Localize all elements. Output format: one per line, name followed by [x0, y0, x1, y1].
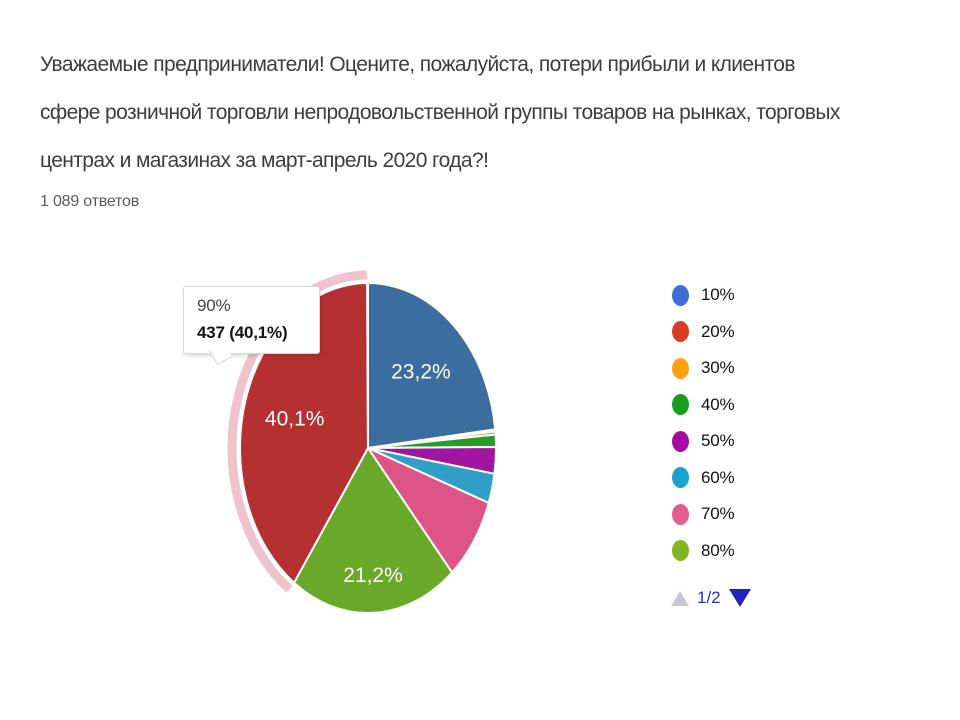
legend-item-30-percent: 30% — [672, 350, 735, 387]
legend-item-70-percent: 70% — [672, 496, 735, 533]
question-title-line-1: Уважаемые предприниматели! Оцените, пожа… — [40, 53, 796, 76]
pie-chart-area: 23,2% 21,2% 40,1% 90% 437 (40,1%) 10% 20% 30… — [0, 240, 960, 670]
legend-color-dot — [672, 321, 689, 343]
question-title-line-2: сфере розничной торговли непродовольстве… — [40, 101, 840, 124]
legend-next-button[interactable] — [728, 589, 751, 607]
pie-chart-svg: 23,2% 21,2% 40,1% — [227, 270, 498, 614]
tooltip-value-label: 437 (40,1%) — [197, 323, 288, 342]
pie-slice-80-percent[interactable] — [293, 447, 454, 614]
chart-tooltip: 90% 437 (40,1%) — [183, 286, 320, 366]
question-title: Уважаемые предприниматели! Оцените, пожа… — [40, 41, 940, 185]
pie-slice-10-percent[interactable] — [367, 282, 497, 449]
pie-slice-100-percent[interactable] — [366, 281, 369, 449]
legend-item-label: 60% — [701, 467, 735, 487]
legend-item-60-percent: 60% — [672, 460, 735, 497]
legend-color-dot — [672, 503, 689, 525]
legend-color-dot — [672, 430, 689, 452]
legend-prev-button[interactable] — [671, 590, 689, 606]
legend-item-label: 80% — [701, 540, 735, 560]
legend-color-dot — [672, 540, 689, 562]
legend-item-label: 70% — [701, 504, 735, 524]
legend-page-indicator: 1/2 — [697, 588, 721, 607]
legend-item-label: 10% — [701, 285, 735, 305]
responses-count: 1 089 ответов — [40, 193, 139, 210]
legend-item-label: 30% — [701, 358, 735, 378]
slice-percent-label: 21,2% — [343, 564, 403, 587]
legend-color-dot — [672, 284, 689, 306]
slice-percent-label: 23,2% — [391, 361, 451, 384]
legend-pager: 1/2 — [671, 588, 751, 608]
pie-slice-90-percent[interactable] — [239, 282, 369, 584]
legend-item-80-percent: 80% — [672, 533, 735, 570]
legend-item-10-percent: 10% — [672, 277, 735, 314]
legend-color-dot — [672, 357, 689, 379]
legend-color-dot — [672, 394, 689, 416]
legend-item-label: 20% — [701, 321, 735, 341]
chart-legend: 10% 20% 30% 40% 50% 60% 70% 80% — [672, 277, 735, 570]
slice-percent-label: 40,1% — [265, 407, 325, 430]
legend-color-dot — [672, 467, 689, 489]
question-title-line-3: центрах и магазинах за март-апрель 2020 … — [40, 149, 489, 172]
legend-item-label: 40% — [701, 394, 735, 414]
tooltip-option-label: 90% — [197, 296, 231, 315]
legend-item-50-percent: 50% — [672, 423, 735, 460]
legend-item-40-percent: 40% — [672, 387, 735, 424]
legend-item-20-percent: 20% — [672, 314, 735, 351]
legend-item-label: 50% — [701, 431, 735, 451]
